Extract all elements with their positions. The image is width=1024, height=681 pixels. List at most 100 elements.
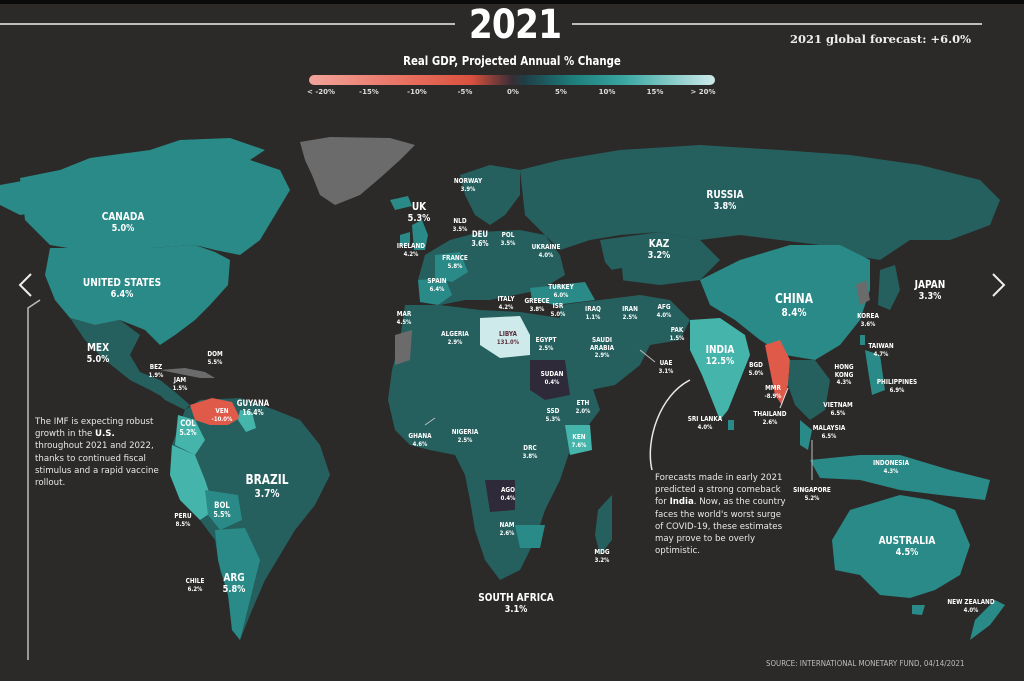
label-ukraine: UKRAINE 4.0% [531,243,561,259]
legend-tick: > 20% [690,88,716,96]
botswana-shape [515,525,545,548]
label-greece: GREECE 3.8% [524,297,550,313]
label-dom: DOM 5.5% [207,350,223,366]
scandinavia-shape [460,165,520,225]
australia-shape [832,495,970,598]
title-rule-left [0,23,455,25]
label-bgd: BGD 5.0% [748,361,764,377]
label-bol: BOL 5.5% [213,501,231,520]
label-hong-kong: HONG KONG 4.3% [834,363,854,387]
ven-shape [190,398,240,425]
philippines-shape [865,350,885,395]
label-ireland: IRELAND 4.2% [396,242,426,258]
label-ssd: SSD 5.3% [545,407,561,423]
madagascar-shape [595,495,612,555]
sudan-shape [530,360,570,400]
source-credit: SOURCE: INTERNATIONAL MONETARY FUND, 04/… [766,658,965,668]
label-peru: PERU 8.5% [174,512,192,528]
prev-arrow-button[interactable] [14,270,38,300]
mmr-shape [765,340,790,405]
label-china: CHINA 8.4% [775,292,813,320]
legend-tick: 10% [598,88,616,96]
europe-shape [418,230,565,305]
china-shape [700,245,870,360]
arg-chile-shape [215,528,260,640]
label-south-africa: SOUTH AFRICA 3.1% [478,591,554,616]
label-egypt: EGYPT 2.5% [535,336,557,352]
western-sahara [395,330,412,365]
label-bez: BEZ 1.9% [148,363,164,379]
label-india: INDIA 12.5% [705,343,735,368]
kaz-shape [600,232,720,285]
label-nam: NAM 2.6% [499,521,515,537]
korea-shape [856,280,870,305]
global-forecast: 2021 global forecast: +6.0% [790,32,972,46]
label-iran: IRAN 2.5% [622,305,638,321]
usa-shape [45,245,230,345]
label-japan: JAPAN 3.3% [914,278,946,303]
us-callout-line [27,299,41,660]
label-mmr: MMR -8.9% [764,384,782,400]
russia-shape [520,145,1000,260]
central-america [150,385,190,410]
label-isr: ISR 5.0% [550,302,566,318]
label-new-zealand: NEW ZEALAND 4.0% [947,598,995,614]
ago-shape [485,480,515,512]
label-norway: NORWAY 3.9% [453,177,483,193]
malaysia-shape [800,420,812,450]
label-sri-lanka: SRI LANKA 4.0% [687,415,723,431]
label-mex: MEX 5.0% [86,341,110,366]
label-sudan: SUDAN 0.4% [540,370,564,386]
label-mdg: MDG 3.2% [594,548,610,564]
next-arrow-button[interactable] [986,270,1010,300]
label-jam: JAM 1.5% [172,376,188,392]
sri-lanka-shape [728,420,734,430]
legend-tick: 15% [646,88,664,96]
label-afg: AFG 4.0% [656,303,672,319]
label-chile: CHILE 6.2% [185,577,205,593]
turkey-shape [530,282,595,305]
legend-tick: -15% [359,88,379,96]
india-annotation: Forecasts made in early 2021 predicted a… [655,473,786,557]
label-korea: KOREA 3.6% [857,312,879,328]
india-shape [690,318,750,420]
label-kaz: KAZ 3.2% [647,237,671,262]
label-pol: POL 3.5% [500,231,516,247]
legend-color-bar [309,75,715,85]
greenland-shape [300,137,415,205]
label-uk: UK 5.3% [407,200,431,225]
label-france: FRANCE 5.8% [442,254,468,270]
legend-title: Real GDP, Projected Annual % Change [403,54,621,68]
caribbean-islands [160,368,215,378]
label-arg: ARG 5.8% [222,571,246,596]
ken-shape [565,425,592,455]
chevron-right-icon [992,273,1006,297]
label-ven: VEN -10.0% [211,407,233,423]
label-ghana: GHANA 4.6% [408,432,432,448]
libya-shape [480,316,530,358]
legend-ticks: < -20% -15% -10% -5% 0% 5% 10% 15% > 20% [307,88,716,100]
label-eth: ETH 2.0% [575,399,591,415]
guyana-shape [238,410,256,432]
label-ago: AGO 0.4% [500,486,516,502]
label-thailand: THAILAND 2.6% [753,410,787,426]
peru-shape [170,445,215,520]
label-pak: PAK 1.5% [669,326,685,342]
south-america-shape [170,398,330,640]
arctic-islands [150,138,265,160]
tasmania-shape [912,605,925,615]
france-shape [435,252,468,282]
legend-tick: -5% [457,88,473,96]
se-asia-shape [788,360,830,420]
mexico-shape [70,318,175,400]
label-brazil: BRAZIL 3.7% [245,473,289,501]
japan-shape [878,265,900,310]
label-taiwan: TAIWAN 4.7% [868,342,894,358]
label-italy: ITALY 4.2% [497,295,515,311]
label-nld: NLD 3.5% [452,217,468,233]
label-philippines: PHILIPPINES 6.9% [876,378,918,394]
new-zealand-shape [970,600,1005,640]
label-united-states: UNITED STATES 6.4% [82,276,162,301]
label-mar: MAR 4.5% [396,310,412,326]
label-libya: LIBYA 131.0% [496,330,520,346]
